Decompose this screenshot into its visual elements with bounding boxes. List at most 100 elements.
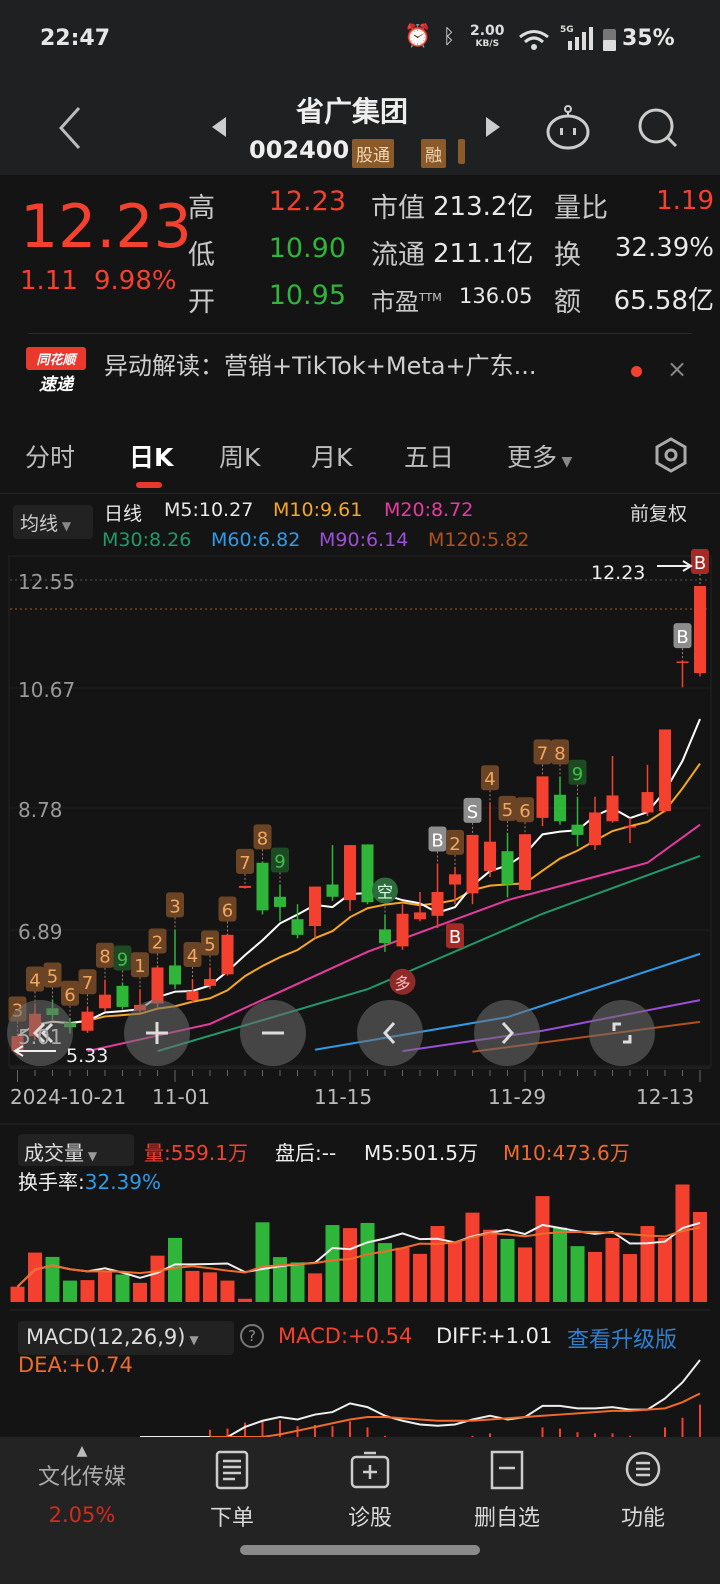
low-value: 10.90 xyxy=(268,233,346,264)
robot-assistant-icon[interactable] xyxy=(544,104,592,150)
volume-bar xyxy=(203,1272,217,1302)
fullscreen-button[interactable] xyxy=(589,1000,655,1066)
x-tick: 11-01 xyxy=(152,1085,210,1109)
scroll-right-button[interactable] xyxy=(474,1000,540,1066)
nav-functions[interactable]: 功能 xyxy=(583,1450,703,1532)
next-stock-button[interactable] xyxy=(484,115,502,139)
control-circle xyxy=(7,1000,73,1066)
open-label: 开 xyxy=(188,287,215,318)
divider xyxy=(28,333,692,334)
scroll-start-button[interactable] xyxy=(7,1000,73,1066)
fullscreen-icon xyxy=(612,1022,632,1044)
ma-period: 日线 xyxy=(104,503,143,525)
unread-dot xyxy=(631,366,642,377)
volume-bar xyxy=(220,1280,235,1302)
nav-remove-watchlist[interactable]: 删自选 xyxy=(447,1450,567,1532)
signal-label: S xyxy=(467,802,478,823)
chart-settings-icon[interactable] xyxy=(654,437,688,473)
menu-circle-icon xyxy=(625,1451,661,1487)
candle xyxy=(81,1011,94,1031)
macd-value: MACD:+0.54 xyxy=(278,1324,413,1348)
battery-icon xyxy=(603,29,616,51)
signal-badge xyxy=(372,877,398,904)
m5-line xyxy=(16,718,701,1038)
y-tick: 8.78 xyxy=(18,798,63,822)
ma10-value: M10:9.61 xyxy=(273,499,363,521)
volume-bar xyxy=(518,1247,532,1302)
volume-bar xyxy=(80,1280,95,1302)
signal-badge xyxy=(253,824,272,850)
scroll-left-icon xyxy=(382,1021,396,1045)
ma-selector[interactable]: 均线 ▼ xyxy=(13,505,93,539)
volume-bar xyxy=(185,1270,200,1302)
signal-badge xyxy=(533,739,552,765)
tab-intraday[interactable]: 分时 xyxy=(25,443,76,472)
signal-label: 9 xyxy=(572,764,583,785)
stock-code: 002400 xyxy=(249,136,350,164)
upgrade-link[interactable]: 查看升级版 xyxy=(567,1328,678,1353)
stock-connect-badge: 股通 xyxy=(352,139,394,168)
pe-value: 136.05 xyxy=(459,284,533,308)
signal-badge xyxy=(481,765,499,791)
tab-weekly-k[interactable]: 周K xyxy=(219,443,261,472)
volume-bar xyxy=(325,1225,340,1302)
candle xyxy=(676,661,689,663)
candle xyxy=(361,844,374,903)
signal-icon xyxy=(568,27,593,50)
candle xyxy=(659,729,671,812)
zoom-out-button[interactable] xyxy=(240,1000,306,1066)
volume-bar xyxy=(588,1251,602,1302)
candle xyxy=(151,967,164,1004)
ths-news-logo: 同花顺 速递 xyxy=(26,347,86,395)
price-change-pct: 9.98% xyxy=(94,266,177,296)
volume-bar xyxy=(273,1257,287,1302)
news-headline[interactable]: 异动解读：营销+TikTok+Meta+广东... xyxy=(104,352,537,380)
mcap-value: 213.2亿 xyxy=(433,192,534,222)
candle xyxy=(239,885,251,888)
help-icon[interactable]: ? xyxy=(240,1324,264,1348)
price-change: 1.11 xyxy=(20,266,78,296)
zoom-in-button[interactable] xyxy=(124,1000,190,1066)
high-value: 12.23 xyxy=(268,186,346,217)
signal-label: 4 xyxy=(29,971,40,992)
volume-bar xyxy=(115,1274,130,1302)
candle xyxy=(606,795,619,822)
sector-name: 文化传媒 xyxy=(37,1465,126,1490)
tab-five-day[interactable]: 五日 xyxy=(404,443,455,472)
tab-daily-k[interactable]: 日K xyxy=(129,443,174,472)
nav-order[interactable]: 下单 xyxy=(172,1450,292,1532)
volume-indicator-selector[interactable]: 成交量 ▼ xyxy=(18,1134,134,1166)
volume-bar xyxy=(500,1238,515,1302)
signal-badge xyxy=(498,795,517,821)
adjust-mode-button[interactable]: 前复权 xyxy=(630,503,688,525)
volume-bar xyxy=(63,1280,77,1302)
search-icon[interactable] xyxy=(636,106,680,150)
macd-indicator-selector[interactable]: MACD(12,26,9) ▼ xyxy=(18,1321,234,1355)
candle xyxy=(256,862,269,911)
nav-diagnose[interactable]: 诊股 xyxy=(310,1450,430,1532)
volume-bar xyxy=(448,1241,462,1302)
open-value: 10.95 xyxy=(268,280,346,311)
close-news-button[interactable]: × xyxy=(667,355,688,383)
signal-label: 6 xyxy=(519,801,530,822)
triangle-up-icon: ▲ xyxy=(76,1443,88,1459)
scroll-left-button[interactable] xyxy=(357,1000,423,1066)
volume-bar xyxy=(290,1262,305,1302)
volume-bar xyxy=(98,1270,112,1302)
tab-more[interactable]: 更多 ▼ xyxy=(507,443,573,472)
candle xyxy=(501,851,514,885)
signal-label: 多 xyxy=(394,974,410,993)
home-indicator[interactable] xyxy=(240,1545,480,1555)
back-button[interactable] xyxy=(55,106,85,150)
tab-monthly-k[interactable]: 月K xyxy=(311,443,353,472)
volume-bar xyxy=(640,1226,655,1302)
remove-watchlist-icon xyxy=(490,1450,524,1490)
sector-button[interactable]: ▲ 文化传媒 2.05% xyxy=(22,1443,142,1527)
mcap-label: 市值 xyxy=(371,193,425,224)
kline-chart[interactable]: 12.55 10.67 8.78 6.89 3456789123456789空多… xyxy=(0,0,720,1437)
prev-stock-button[interactable] xyxy=(210,115,228,139)
volume-bar xyxy=(168,1237,182,1302)
signal-badge xyxy=(26,966,44,992)
signal-badge xyxy=(236,848,254,874)
signal-badge xyxy=(446,829,464,855)
